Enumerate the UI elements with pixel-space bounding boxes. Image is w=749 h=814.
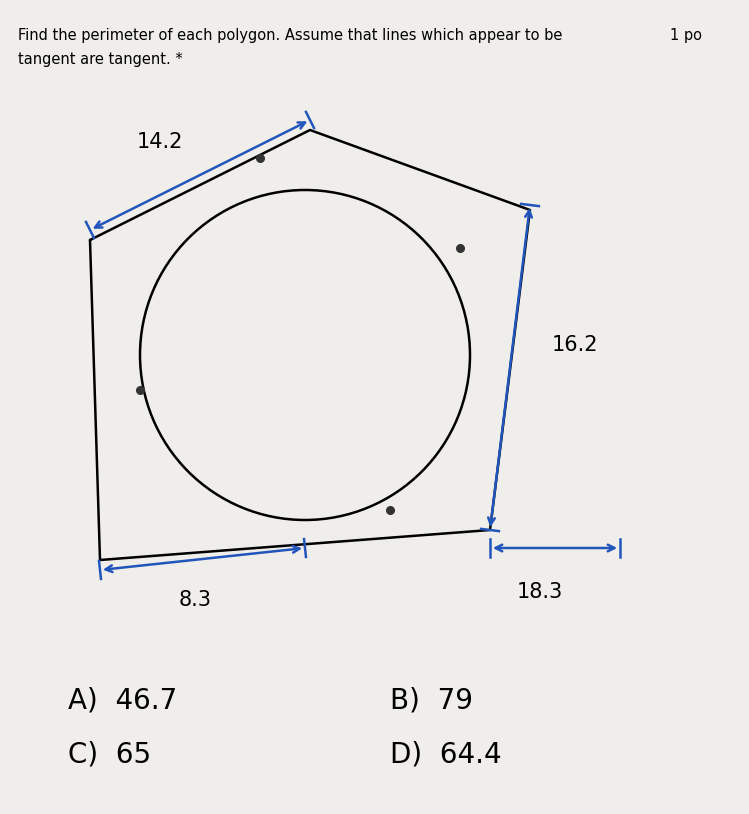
Text: 14.2: 14.2 — [137, 132, 184, 152]
Text: Find the perimeter of each polygon. Assume that lines which appear to be: Find the perimeter of each polygon. Assu… — [18, 28, 562, 43]
Text: tangent are tangent. *: tangent are tangent. * — [18, 52, 183, 67]
Text: 18.3: 18.3 — [517, 582, 563, 602]
Text: 1 po: 1 po — [670, 28, 702, 43]
Text: B)  79: B) 79 — [390, 686, 473, 714]
Text: 16.2: 16.2 — [552, 335, 598, 355]
Text: D)  64.4: D) 64.4 — [390, 741, 502, 769]
Text: C)  65: C) 65 — [68, 741, 151, 769]
Text: A)  46.7: A) 46.7 — [68, 686, 178, 714]
Text: 8.3: 8.3 — [178, 590, 211, 610]
